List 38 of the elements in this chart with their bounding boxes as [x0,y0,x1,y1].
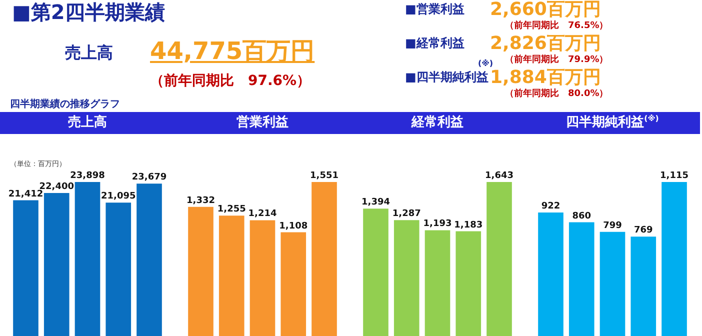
data-label: 21,095 [101,192,136,202]
data-label: 1,193 [423,219,452,230]
data-label: 1,551 [310,171,338,181]
data-label: 860 [572,211,592,222]
text: ■四半期純利益 [405,70,488,84]
text: (※) [478,59,494,68]
chart-title: 営業利益 [175,112,350,134]
text: 2,826百万円 [490,33,601,54]
text: 2,660百万円 [490,0,601,20]
data-label: 1,108 [279,221,308,232]
text: （前年同期比 79.9%） [505,55,608,66]
text: 四半期業績の推移グラフ [10,99,120,110]
text: （前年同期比 80.0%） [505,89,608,100]
data-label: 1,183 [454,220,483,230]
data-label: 1,115 [660,171,688,181]
data-label: 1,287 [392,209,421,220]
text: 44,775百万円 [150,37,315,65]
text: ■営業利益 [405,2,464,16]
data-label: 1,255 [217,204,246,215]
data-label: 799 [603,220,622,231]
data-label: 1,214 [248,209,277,220]
chart-title: 経常利益 [350,112,525,134]
text: ■第2四半期業績 [12,0,165,24]
text: ■経常利益 [405,36,464,50]
data-label: 23,679 [132,172,167,183]
data-label: 1,332 [186,196,215,206]
text: （前年同期比 97.6%） [150,73,311,90]
data-label: 769 [634,226,653,236]
chart-title: 売上高 [0,112,175,134]
data-label: 21,412 [8,189,44,200]
chart-title: 四半期純利益$^{(※)}$ [525,112,700,134]
text: （前年同期比 76.5%） [505,21,608,32]
text: 売上高 [65,43,113,62]
data-label: 1,394 [362,198,390,208]
data-label: 922 [541,201,560,212]
data-label: 23,898 [70,171,105,181]
data-label: 1,643 [485,171,514,181]
text: 1,884百万円 [490,67,601,88]
